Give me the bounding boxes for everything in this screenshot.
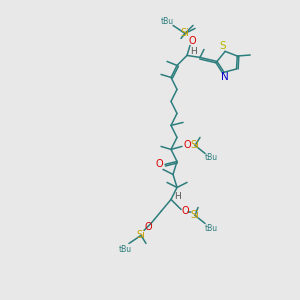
Text: tBu: tBu [205,224,218,233]
Text: tBu: tBu [118,245,132,254]
Text: H: H [190,47,196,56]
Text: tBu: tBu [205,153,218,162]
Text: O: O [155,159,163,170]
Text: N: N [221,72,229,82]
Text: S: S [220,41,226,51]
Text: Si: Si [190,210,200,220]
Text: O: O [181,206,189,216]
Text: O: O [188,36,196,46]
Text: Si: Si [136,230,146,240]
Text: Si: Si [190,140,200,150]
Text: tBu: tBu [160,17,174,26]
Text: O: O [144,222,152,233]
Text: Si: Si [181,28,190,38]
Text: O: O [183,140,191,150]
Text: H: H [174,192,180,201]
